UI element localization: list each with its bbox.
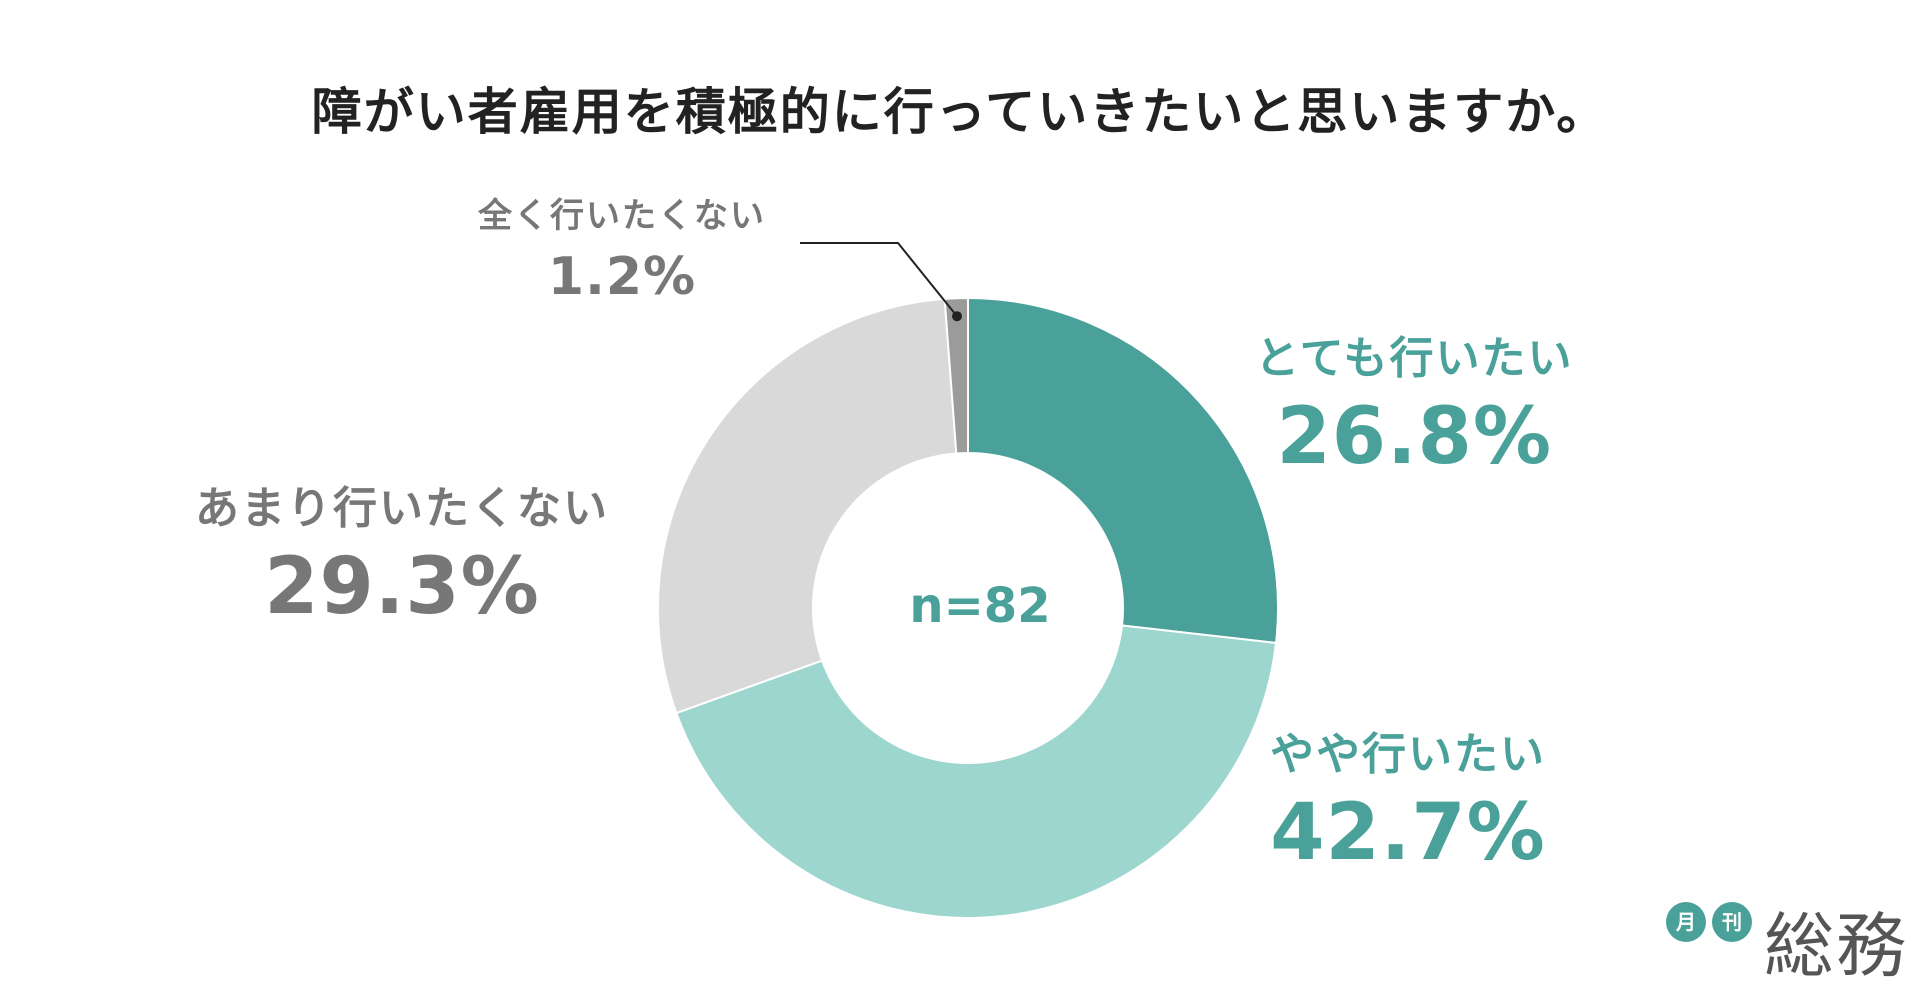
sample-size: n=82 [909,578,1051,634]
leader-line [800,242,958,317]
logo-name: 総務 [1764,905,1908,987]
label-totemo-category: とても行いたい [1255,333,1574,384]
label-mattaku-percent: 1.2% [547,247,697,307]
chart-title: 障がい者雇用を積極的に行っていきたいと思いますか。 [311,83,1609,141]
label-yaya-percent: 42.7% [1270,788,1546,878]
donut-slice-1 [675,624,1278,920]
donut-slice-0 [967,296,1279,645]
label-amari-percent: 29.3% [264,542,540,632]
label-yaya: やや行いたい 42.7% [1270,718,1546,878]
label-mattaku-category: 全く行いたくない [478,196,766,236]
donut-slice-2 [657,297,958,715]
label-yaya-category: やや行いたい [1270,729,1546,780]
leader-dot [951,311,962,322]
donut-slice-3 [943,296,969,455]
logo-badge-kan: 刊 [1712,902,1752,942]
label-mattaku: 全く行いたくない 1.2% [478,188,766,307]
logo-badge-getsu: 月 [1666,902,1706,942]
label-totemo-percent: 26.8% [1276,392,1553,482]
label-amari-category: あまり行いたくない [195,483,609,534]
label-totemo: とても行いたい 26.8% [1255,322,1573,482]
label-amari: あまり行いたくない 29.3% [195,472,609,632]
